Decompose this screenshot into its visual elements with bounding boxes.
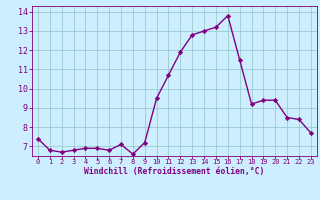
- X-axis label: Windchill (Refroidissement éolien,°C): Windchill (Refroidissement éolien,°C): [84, 167, 265, 176]
